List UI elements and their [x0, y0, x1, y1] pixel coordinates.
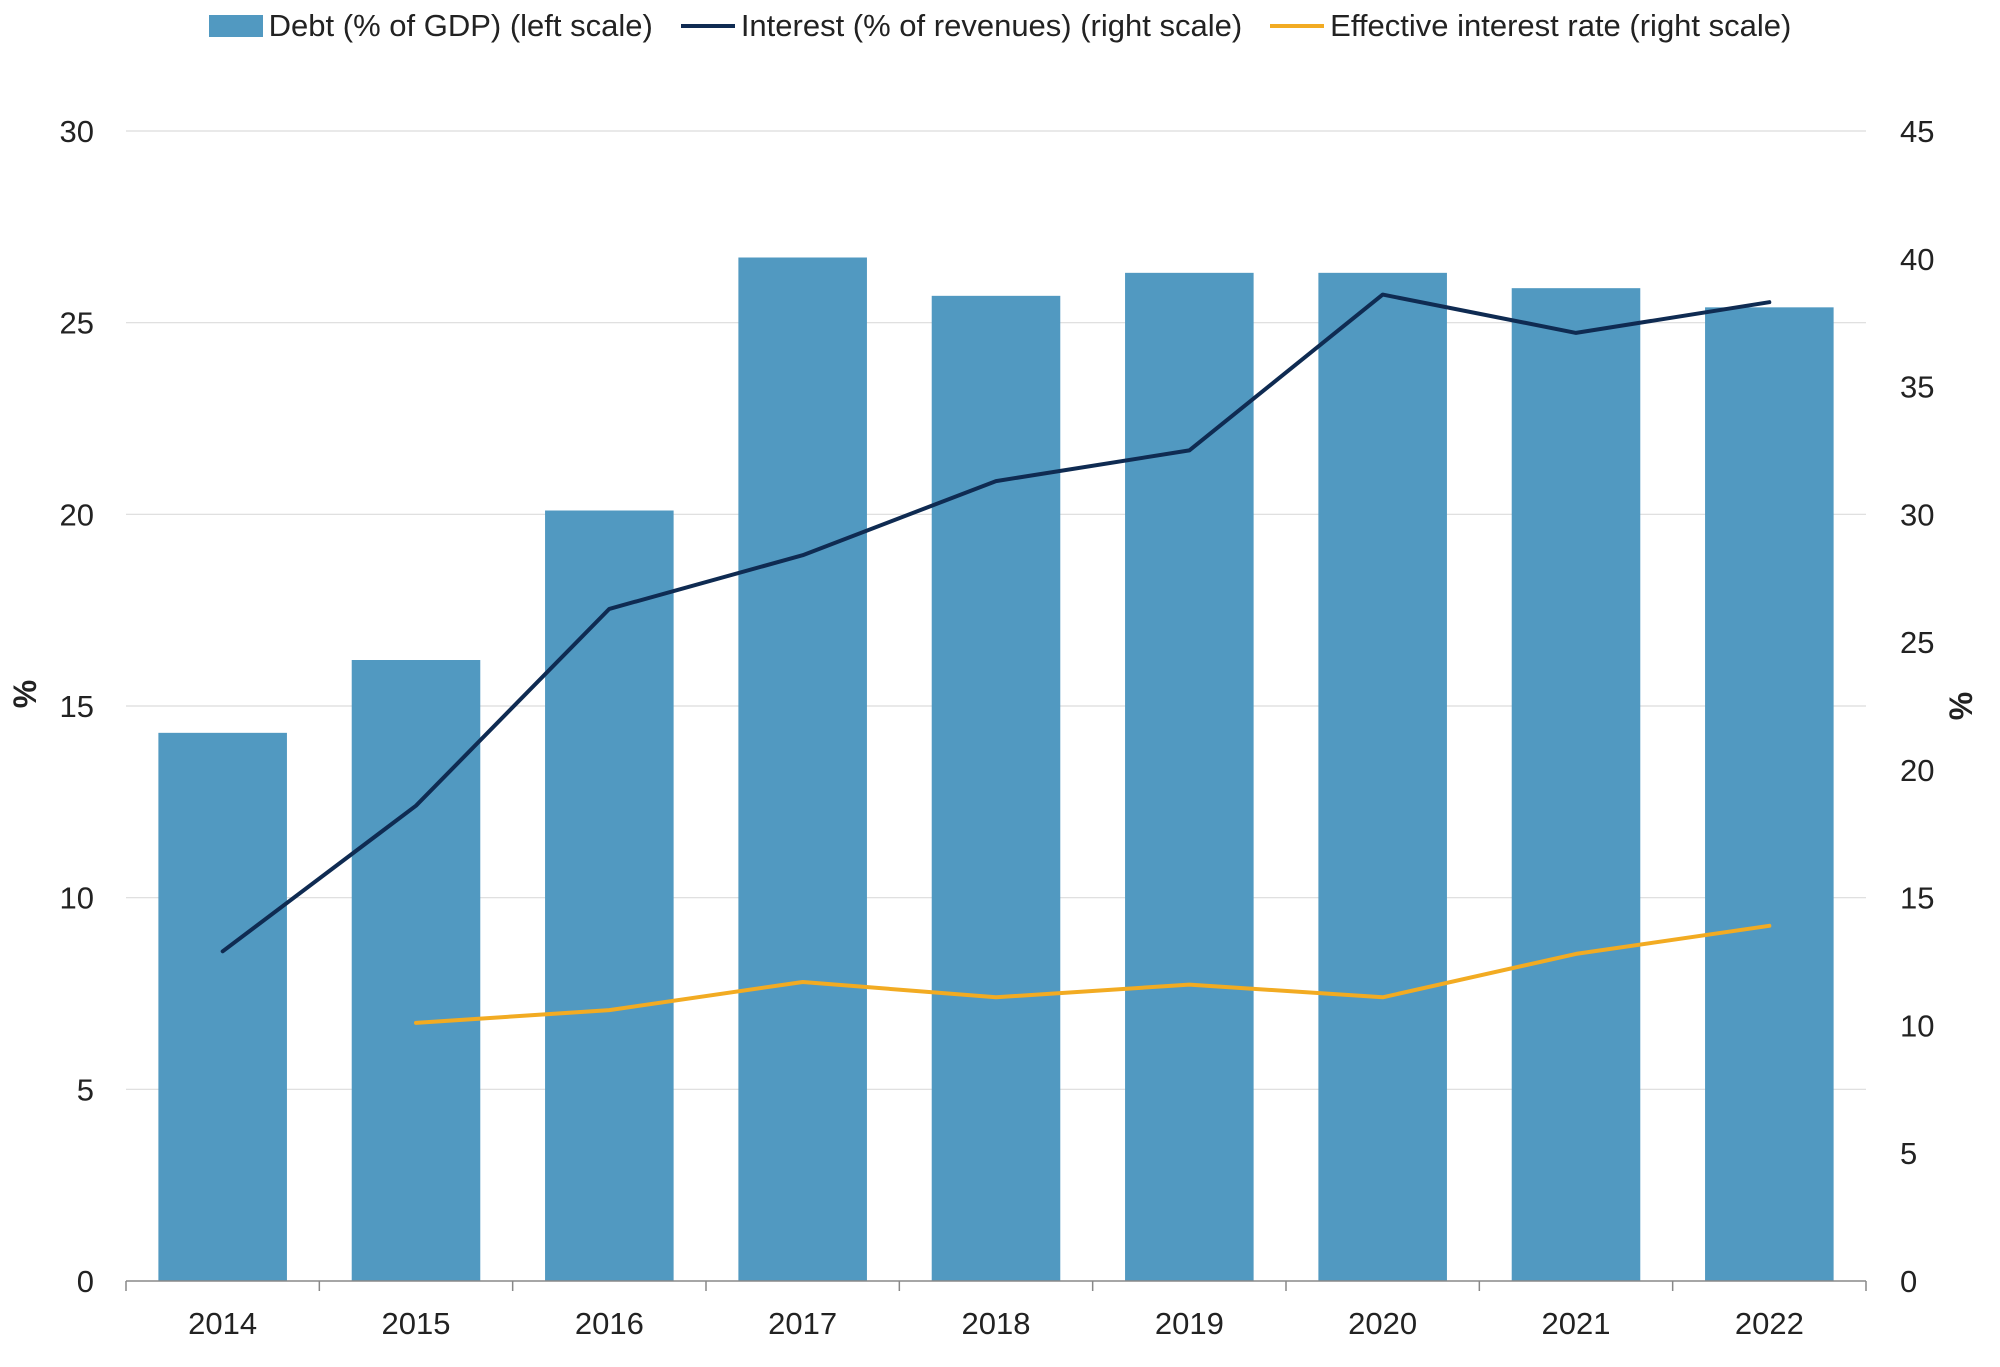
x-tick-label: 2017: [768, 1306, 837, 1341]
legend-item-interest: Interest (% of revenues) (right scale): [680, 8, 1243, 44]
bar-2018: [931, 295, 1061, 1281]
y-tick-label-right: 40: [1900, 242, 1934, 277]
y-tick-label-right: 45: [1900, 114, 1934, 149]
y-tick-label-right: 10: [1900, 1008, 1934, 1043]
x-tick-label: 2021: [1542, 1306, 1611, 1341]
legend-item-debt: Debt (% of GDP) (left scale): [208, 8, 653, 44]
bar-2022: [1705, 307, 1834, 1281]
x-tick-label: 2016: [575, 1306, 644, 1341]
y-tick-label-right: 5: [1900, 1136, 1917, 1171]
legend-label-debt: Debt (% of GDP) (left scale): [268, 8, 653, 43]
bar-2014: [158, 732, 287, 1281]
bar-2019: [1125, 272, 1254, 1281]
bar-2021: [1511, 288, 1641, 1282]
y-tick-label-right: 20: [1900, 753, 1934, 788]
bar-2016: [545, 510, 674, 1281]
legend-swatch-effective-rate: [1270, 24, 1325, 28]
y-axis-label-right: %: [1943, 692, 1979, 720]
bar-2020: [1318, 272, 1447, 1281]
line-effective-rate: [414, 923, 1772, 1025]
y-tick-label-left: 25: [60, 306, 94, 341]
legend-label-effective-rate: Effective interest rate (right scale): [1330, 8, 1792, 43]
x-tick-label: 2015: [382, 1306, 451, 1341]
x-tick-label: 2014: [188, 1306, 257, 1341]
y-tick-label-left: 20: [60, 497, 94, 532]
chart-legend: Debt (% of GDP) (left scale) Interest (%…: [0, 8, 2000, 44]
y-tick-label-left: 30: [60, 114, 94, 149]
bar-2015: [351, 660, 481, 1281]
legend-item-effective-rate: Effective interest rate (right scale): [1270, 8, 1791, 44]
x-tick-label: 2020: [1348, 1306, 1417, 1341]
y-tick-label-left: 10: [60, 881, 94, 916]
y-tick-label-right: 35: [1900, 370, 1934, 405]
y-tick-label-right: 15: [1900, 881, 1934, 916]
line-interest: [220, 292, 1772, 954]
legend-swatch-interest: [680, 24, 735, 28]
bar-series: [158, 257, 1834, 1282]
x-tick-label: 2022: [1735, 1306, 1804, 1341]
y-tick-label-left: 0: [77, 1264, 94, 1299]
line-series: [220, 292, 1772, 1025]
y-tick-label-right: 0: [1900, 1264, 1917, 1299]
legend-label-interest: Interest (% of revenues) (right scale): [740, 8, 1243, 43]
y-tick-label-right: 30: [1900, 497, 1934, 532]
y-axis-label-left: %: [7, 680, 43, 708]
legend-swatch-debt: [208, 15, 263, 37]
bar-2017: [738, 257, 867, 1281]
x-tick-label: 2018: [962, 1306, 1031, 1341]
y-tick-label-left: 15: [60, 689, 94, 724]
axes: 0 5 10 15 20 25 30 0 5 10 15 20 25 30 35 40 45 2014 2015 20…: [60, 114, 1935, 1341]
x-tick-label: 2019: [1155, 1306, 1224, 1341]
y-tick-label-left: 5: [77, 1072, 94, 1107]
y-tick-label-right: 25: [1900, 625, 1934, 660]
